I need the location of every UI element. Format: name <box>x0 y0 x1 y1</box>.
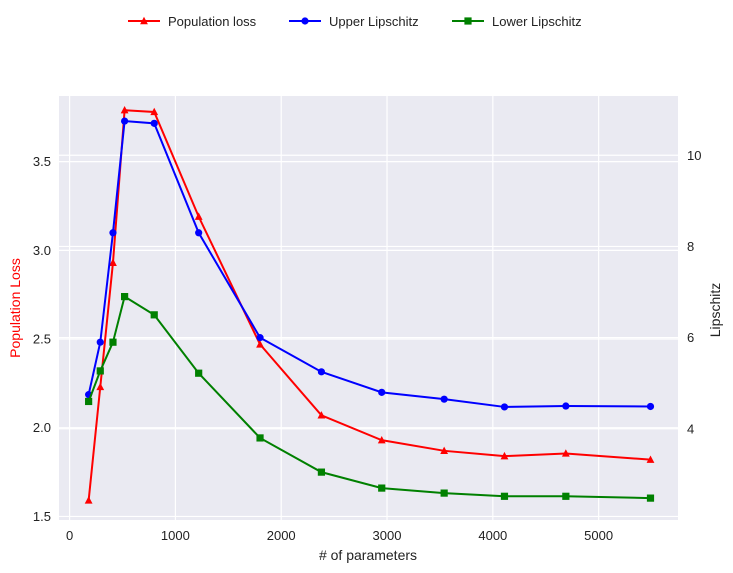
population-loss-point <box>96 382 105 391</box>
upper-lipschitz-point <box>378 388 386 396</box>
y-left-tick-label: 2.5 <box>33 332 51 347</box>
legend-swatch-marker <box>464 17 472 25</box>
upper-lipschitz-point <box>562 402 570 410</box>
x-tick-label: 0 <box>66 528 73 543</box>
upper-lipschitz-point <box>317 368 326 376</box>
lower-lipschitz-point <box>85 397 93 406</box>
x-tick-label: 4000 <box>478 528 507 543</box>
population-loss-point <box>440 446 449 455</box>
population-loss-series <box>84 105 655 504</box>
x-axis-label: # of parameters <box>319 547 417 563</box>
y-left-tick-label: 1.5 <box>33 509 51 524</box>
lower-lipschitz-point <box>195 369 203 377</box>
lower-lipschitz-point <box>440 489 448 497</box>
lower-lipschitz-series <box>85 293 655 502</box>
lower-lipschitz-point <box>121 293 129 301</box>
upper-lipschitz-series <box>85 117 655 411</box>
population-loss-point <box>256 340 264 348</box>
upper-lipschitz-point <box>96 338 104 346</box>
lower-lipschitz-point <box>378 484 386 492</box>
legend-label: Upper Lipschitz <box>329 14 419 29</box>
population-loss-point <box>120 105 129 114</box>
population-loss-point <box>84 496 93 504</box>
legend-label: Population loss <box>168 14 257 29</box>
lower-lipschitz-point <box>317 468 326 476</box>
lower-lipschitz-point <box>96 367 104 375</box>
left-y-axis-label: Population Loss <box>7 258 23 358</box>
legend-item: Population loss <box>128 14 257 29</box>
population-loss-point <box>109 258 117 266</box>
legend-item: Lower Lipschitz <box>452 14 582 29</box>
upper-lipschitz-point <box>256 334 264 342</box>
upper-lipschitz-point <box>195 229 203 237</box>
grid <box>59 96 678 520</box>
upper-lipschitz-point <box>500 403 509 411</box>
y-right-tick-label: 8 <box>687 239 694 254</box>
legend-swatch-marker <box>140 16 148 25</box>
population-loss-point <box>646 455 655 463</box>
lower-lipschitz-point <box>150 311 158 319</box>
population-loss-point <box>194 212 203 220</box>
right-y-axis-label: Lipschitz <box>707 283 723 337</box>
legend-swatch-marker <box>301 17 309 25</box>
legend-label: Lower Lipschitz <box>492 14 582 29</box>
y-left-tick-label: 3.0 <box>33 243 51 258</box>
upper-lipschitz-point <box>440 395 448 403</box>
lower-lipschitz-point <box>109 338 117 346</box>
y-right-tick-label: 10 <box>687 148 701 163</box>
population-loss-point <box>377 435 386 444</box>
y-right-tick-label: 4 <box>687 421 694 436</box>
population-loss-point <box>317 411 326 419</box>
lower-lipschitz-point <box>646 494 655 502</box>
plot-background <box>59 96 678 520</box>
population-loss-point <box>150 107 159 116</box>
lower-lipschitz-point <box>500 492 509 500</box>
legend: Population loss Upper Lipschitz Lower Lips… <box>128 14 582 29</box>
legend-item: Upper Lipschitz <box>289 14 419 29</box>
upper-lipschitz-point <box>150 119 158 127</box>
population-loss-point <box>500 451 509 460</box>
lower-lipschitz-point <box>562 492 570 500</box>
y-left-tick-label: 2.0 <box>33 420 51 435</box>
upper-lipschitz-point <box>646 402 655 411</box>
y-right-tick-label: 6 <box>687 330 694 345</box>
upper-lipschitz-point <box>109 229 117 237</box>
x-tick-label: 2000 <box>267 528 296 543</box>
x-tick-label: 1000 <box>161 528 190 543</box>
population-loss-point <box>561 449 570 457</box>
upper-lipschitz-point <box>121 117 129 125</box>
lower-lipschitz-point <box>256 434 264 442</box>
x-tick-label: 5000 <box>584 528 613 543</box>
x-tick-label: 3000 <box>373 528 402 543</box>
series-layer <box>84 105 655 504</box>
y-left-tick-label: 3.5 <box>33 154 51 169</box>
tick-labels: 0 1000 2000 3000 4000 5000 1.5 2.0 2.5 3.0 3.5 4 6 8 1… <box>33 148 702 543</box>
